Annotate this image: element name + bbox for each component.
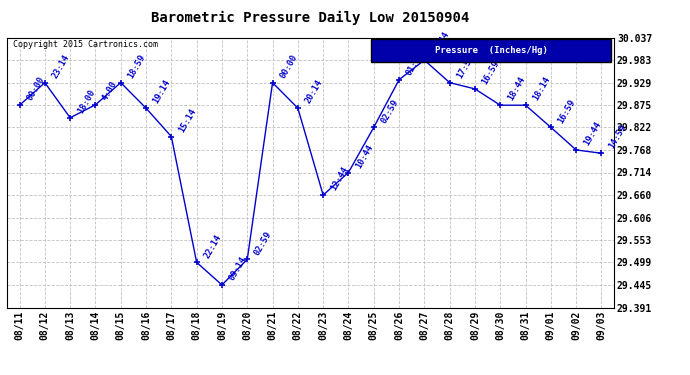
Text: 22:14: 22:14 [202, 232, 223, 260]
Text: 23:14: 23:14 [50, 53, 71, 80]
Text: 10:44: 10:44 [354, 142, 375, 170]
FancyBboxPatch shape [371, 39, 611, 62]
Text: Barometric Pressure Daily Low 20150904: Barometric Pressure Daily Low 20150904 [151, 11, 470, 26]
Text: 18:14: 18:14 [531, 75, 552, 102]
Text: 14:59: 14:59 [607, 123, 628, 150]
Text: 12:44: 12:44 [328, 165, 350, 192]
Text: 15:14: 15:14 [177, 106, 198, 134]
Text: 17:59: 17:59 [455, 53, 476, 80]
Text: 00:00: 00:00 [278, 53, 299, 80]
Text: 18:59: 18:59 [126, 53, 147, 80]
Text: 18:44: 18:44 [506, 75, 526, 102]
Text: 16:44: 16:44 [430, 30, 451, 57]
Text: 09:14: 09:14 [228, 255, 248, 282]
Text: 16:59: 16:59 [556, 98, 578, 124]
Text: 20:14: 20:14 [304, 78, 324, 105]
Text: 16:59: 16:59 [480, 59, 502, 86]
Text: 00:00: 00:00 [25, 75, 46, 102]
Text: 4:00: 4:00 [101, 80, 119, 102]
Text: 02:59: 02:59 [253, 230, 274, 256]
Text: 01:59: 01:59 [404, 50, 426, 77]
Text: 18:00: 18:00 [76, 88, 97, 115]
Text: 19:14: 19:14 [152, 78, 172, 105]
Text: 19:44: 19:44 [582, 120, 602, 147]
Text: Copyright 2015 Cartronics.com: Copyright 2015 Cartronics.com [13, 40, 158, 49]
Text: Pressure  (Inches/Hg): Pressure (Inches/Hg) [435, 46, 548, 55]
Text: 02:59: 02:59 [380, 98, 400, 124]
